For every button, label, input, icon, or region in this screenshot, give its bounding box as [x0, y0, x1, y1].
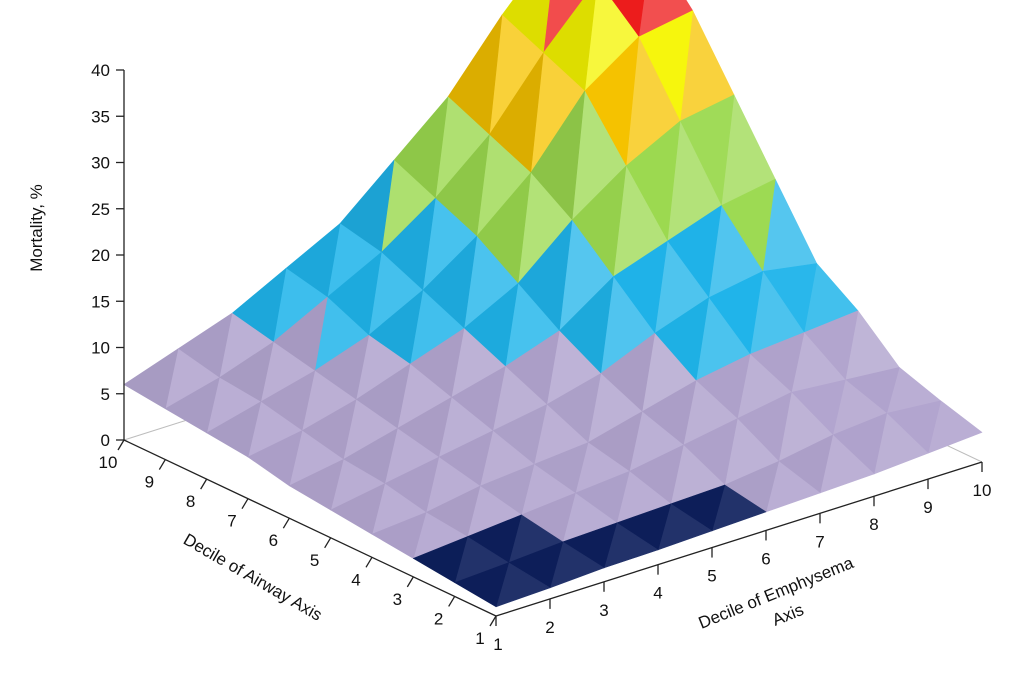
emphysema-axis-line — [495, 461, 983, 617]
surface-facet-7-0-a — [165, 377, 220, 434]
airway-tick-label: 6 — [269, 531, 278, 550]
airway-tick-label: 1 — [475, 629, 484, 648]
emphysema-tick-label: 10 — [973, 481, 992, 500]
emphysema-tick-label: 5 — [707, 567, 716, 586]
surface-facet-0-0-a — [454, 562, 510, 608]
z-tick-label: 10 — [91, 339, 110, 358]
tick-labels: 0 5 10 15 20 25 30 35 40 1 2 3 4 5 6 7 8 9 10 1 2 3 4 5 6 7 8 9 10 — [91, 61, 991, 654]
surface-facet-2-0-a — [371, 512, 427, 559]
emphysema-tick-label: 8 — [869, 515, 878, 534]
y-axis-title-line2: Axis — [769, 600, 806, 630]
emphysema-tick-label: 6 — [761, 549, 770, 568]
z-tick-label: 35 — [91, 107, 110, 126]
surface-facet-6-0-a — [206, 401, 262, 458]
airway-tick-mark — [406, 576, 414, 588]
airway-tick-label: 8 — [186, 492, 195, 511]
emphysema-tick-label: 3 — [599, 601, 608, 620]
airway-tick-mark — [241, 498, 249, 510]
surface-plot — [123, 0, 983, 608]
emphysema-tick-label: 7 — [815, 532, 824, 551]
z-tick-label: 0 — [101, 431, 110, 450]
airway-tick-mark — [282, 517, 290, 529]
airway-tick-mark — [117, 439, 125, 451]
z-tick-label: 15 — [91, 292, 110, 311]
emphysema-tick-label: 4 — [653, 584, 662, 603]
airway-tick-label: 3 — [393, 590, 402, 609]
airway-axis-line — [123, 439, 497, 617]
airway-tick-label: 7 — [227, 512, 236, 531]
airway-tick-mark — [324, 537, 332, 549]
airway-tick-mark — [365, 556, 373, 568]
airway-tick-label: 10 — [99, 453, 118, 472]
airway-tick-mark — [489, 615, 497, 627]
airway-tick-label: 9 — [145, 473, 154, 492]
surface-facet-4-0-a — [288, 459, 344, 511]
emphysema-tick-label: 1 — [493, 635, 502, 654]
z-tick-label: 25 — [91, 200, 110, 219]
airway-tick-mark — [158, 459, 166, 470]
airway-tick-mark — [200, 478, 208, 490]
airway-tick-label: 5 — [310, 551, 319, 570]
emphysema-tick-label: 9 — [923, 498, 932, 517]
surface-facet-1-0-a — [412, 536, 468, 583]
airway-tick-label: 2 — [434, 609, 443, 628]
z-tick-label: 5 — [101, 385, 110, 404]
surface-facet-3-0-a — [330, 483, 386, 535]
airway-tick-mark — [448, 596, 456, 607]
emphysema-tick-label: 2 — [545, 618, 554, 637]
z-axis-title: Mortality, % — [27, 184, 46, 272]
airway-tick-label: 4 — [351, 570, 360, 589]
z-tick-label: 40 — [91, 61, 110, 80]
z-tick-label: 20 — [91, 246, 110, 265]
x-axis-title: Decile of Airway Axis — [180, 530, 325, 625]
surface-facet-8-0-a — [123, 348, 179, 410]
surface-facet-5-0-a — [247, 430, 303, 487]
z-tick-label: 30 — [91, 154, 110, 173]
